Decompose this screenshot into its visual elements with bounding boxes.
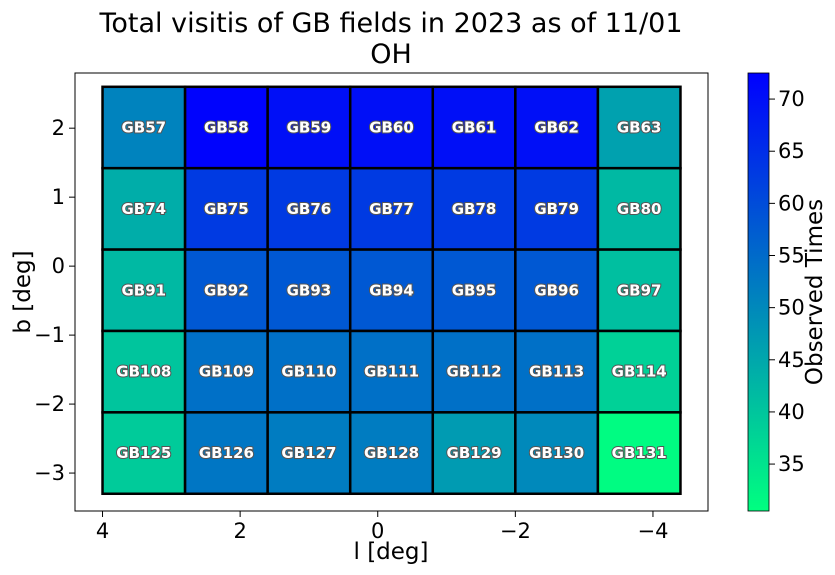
cell-field-label: GB58: [204, 118, 249, 136]
y-tick-label: 1: [52, 185, 65, 209]
heatmap-cell: [596, 248, 682, 333]
colorbar-tick-label: 35: [778, 452, 805, 476]
colorbar-label: Observed Times: [802, 199, 828, 385]
cell-field-label: GB92: [204, 281, 249, 299]
heatmap-cell: [183, 248, 269, 333]
cell-field-label: GB111: [364, 363, 419, 381]
cell-field-label: GB59: [287, 118, 332, 136]
y-tick-label: −3: [34, 461, 65, 485]
cell-field-label: GB79: [534, 200, 579, 218]
cell-field-label: GB80: [617, 200, 662, 218]
cell-field-label: GB114: [612, 363, 667, 381]
x-tick-label: 0: [371, 519, 384, 543]
chart-title-line2: OH: [370, 39, 412, 70]
heatmap-cell: [183, 166, 269, 251]
cell-field-label: GB110: [281, 363, 336, 381]
colorbar-tick-label: 65: [778, 139, 805, 163]
heatmap-cell: [514, 166, 600, 251]
cell-field-label: GB74: [121, 200, 166, 218]
heatmap-cell: [183, 411, 269, 496]
heatmap-cell: [431, 85, 517, 170]
heatmap-cell: [596, 85, 682, 170]
cell-field-label: GB75: [204, 200, 249, 218]
heatmap-cell: [596, 411, 682, 496]
cell-field-label: GB61: [452, 118, 497, 136]
cell-field-label: GB78: [452, 200, 497, 218]
cell-field-label: GB131: [612, 444, 667, 462]
cell-field-label: GB109: [199, 363, 254, 381]
heatmap-cell: [348, 166, 435, 251]
cell-field-label: GB57: [121, 118, 166, 136]
colorbar-tick-label: 40: [778, 400, 805, 424]
heatmap-cell: [101, 329, 187, 414]
heatmap-cell: [101, 85, 187, 170]
heatmap-cell: [514, 248, 600, 333]
heatmap-cell: [101, 248, 187, 333]
x-tick-label: −4: [637, 519, 668, 543]
cell-field-label: GB93: [287, 281, 332, 299]
y-tick-label: −2: [34, 392, 65, 416]
heatmap-cell: [348, 248, 435, 333]
colorbar-tick-label: 50: [778, 296, 805, 320]
cell-field-label: GB94: [369, 281, 414, 299]
x-axis-label: l [deg]: [354, 539, 429, 565]
heatmap-cell: [431, 248, 517, 333]
colorbar-tick-label: 60: [778, 191, 805, 215]
cell-field-label: GB97: [617, 281, 662, 299]
cell-field-label: GB62: [534, 118, 579, 136]
x-tick-label: 2: [233, 519, 246, 543]
colorbar-tick-label: 45: [778, 348, 805, 372]
heatmap-cell: [431, 411, 517, 496]
y-tick-label: 0: [52, 254, 65, 278]
heatmap-cell-labels: GB57 GB58 GB59 GB60 GB61 GB62 GB63 GB74 GB75 GB76…: [115, 117, 667, 463]
colorbar-tick-label: 55: [778, 244, 805, 268]
cell-field-label: GB96: [534, 281, 579, 299]
x-tick-label: 4: [96, 519, 109, 543]
x-tick-label: −2: [500, 519, 531, 543]
colorbar-ticks: 35 40 45 50 55 60 65 70: [769, 87, 805, 476]
cell-field-label: GB127: [281, 444, 336, 462]
cell-field-label: GB128: [364, 444, 419, 462]
cell-field-label: GB112: [447, 363, 502, 381]
cell-field-label: GB108: [116, 363, 171, 381]
y-axis-ticks: 2 1 0 −1 −2 −3: [34, 116, 75, 485]
colorbar: [747, 72, 770, 512]
cell-field-label: GB76: [287, 200, 332, 218]
y-tick-label: −1: [34, 323, 65, 347]
cell-field-label: GB60: [369, 118, 414, 136]
cell-field-label: GB95: [452, 281, 497, 299]
heatmap-cells: [101, 85, 682, 496]
x-axis-ticks: 4 2 0 −2 −4: [96, 511, 668, 543]
cell-field-label: GB63: [617, 118, 662, 136]
colorbar-tick-label: 70: [778, 87, 805, 111]
cell-field-label: GB126: [199, 444, 254, 462]
cell-field-label: GB77: [369, 200, 414, 218]
heatmap-cell: [431, 329, 517, 414]
cell-field-label: GB129: [447, 444, 502, 462]
cell-field-label: GB113: [529, 363, 584, 381]
chart-title-line1: Total visitis of GB fields in 2023 as of…: [98, 8, 682, 39]
cell-field-label: GB91: [121, 281, 166, 299]
heatmap-cell: [514, 411, 600, 496]
cell-field-label: GB125: [116, 444, 171, 462]
heatmap-cell: [596, 329, 682, 414]
y-axis-label: b [deg]: [10, 250, 36, 333]
cell-field-label: GB130: [529, 444, 584, 462]
y-tick-label: 2: [52, 116, 65, 140]
